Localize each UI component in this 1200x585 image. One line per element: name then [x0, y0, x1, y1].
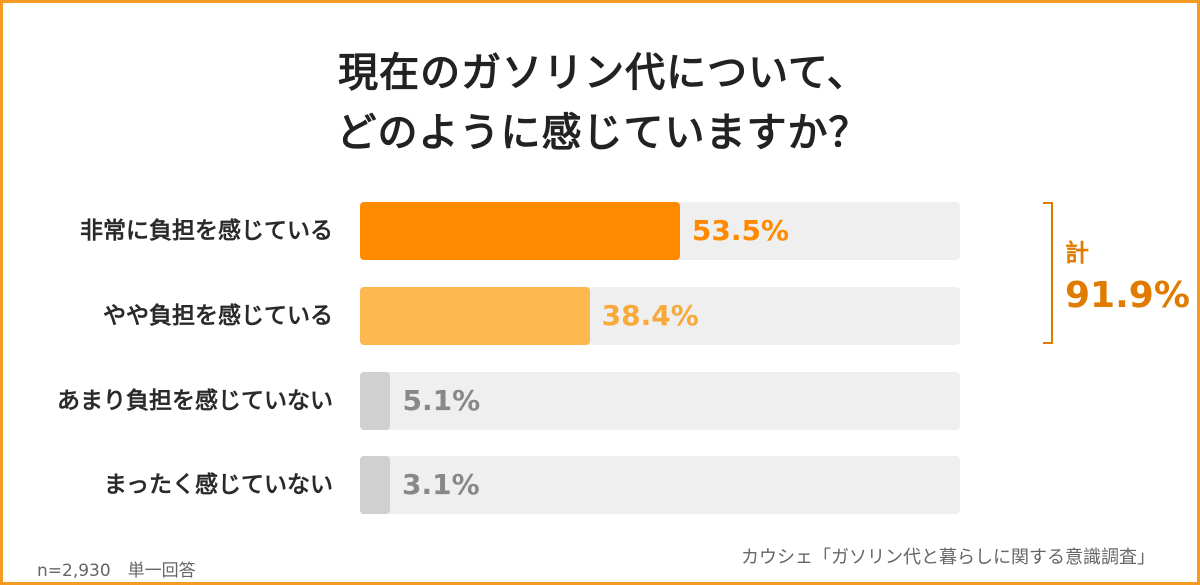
bar	[360, 372, 391, 430]
data-label: 53.5%	[691, 214, 790, 247]
sample-note: n=2,930 単一回答	[37, 561, 196, 581]
chart-title-line-2: どのように感じていますか？	[336, 110, 870, 156]
chart-title-line-1: 現在のガソリン代について、	[338, 50, 868, 96]
bar-track	[360, 287, 960, 345]
bar	[360, 456, 390, 514]
source-credit: カウシェ「ガソリン代と暮らしに関する意識調査」	[741, 547, 1155, 568]
bar	[360, 287, 590, 345]
data-label: 38.4%	[601, 299, 699, 332]
data-label: 3.1%	[402, 468, 480, 501]
bar-track	[360, 456, 960, 514]
bar-track	[360, 372, 960, 430]
total-bracket	[1043, 202, 1053, 344]
bar-track	[360, 202, 960, 260]
category-label: やや負担を感じている	[103, 303, 333, 329]
total-value: 91.9%	[1065, 275, 1190, 316]
category-label: 非常に負担を感じている	[80, 218, 333, 244]
total-label: 計	[1065, 239, 1089, 267]
category-label: あまり負担を感じていない	[57, 388, 333, 414]
bar	[360, 202, 680, 260]
data-label: 5.1%	[402, 384, 481, 417]
category-label: まったく感じていない	[103, 472, 333, 498]
